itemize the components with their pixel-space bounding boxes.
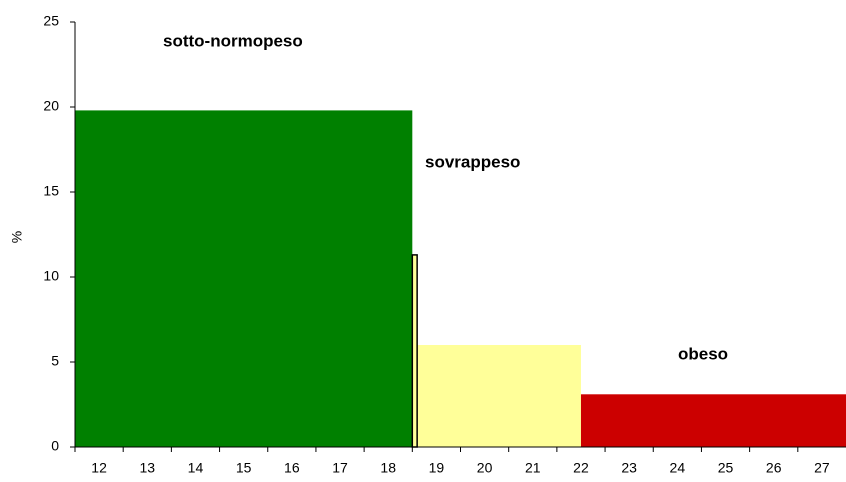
y-tick-label: 10: [43, 268, 59, 284]
x-tick-label: 27: [814, 460, 830, 476]
x-tick-label: 26: [766, 460, 782, 476]
x-tick-label: 20: [477, 460, 493, 476]
x-tick-label: 16: [284, 460, 300, 476]
x-tick-label: 18: [380, 460, 396, 476]
x-tick-label: 13: [139, 460, 155, 476]
y-tick-label: 25: [43, 13, 59, 29]
y-tick-label: 5: [51, 353, 59, 369]
x-tick-label: 19: [429, 460, 445, 476]
x-tick-label: 24: [670, 460, 686, 476]
x-tick-label: 23: [621, 460, 637, 476]
x-tick-label: 12: [91, 460, 107, 476]
x-tick-label: 17: [332, 460, 348, 476]
bar: [411, 254, 418, 448]
x-tick-label: 14: [188, 460, 204, 476]
x-tick-label: 25: [718, 460, 734, 476]
bar: [75, 110, 413, 448]
y-tick-label: 0: [51, 438, 59, 454]
x-tick-label: 15: [236, 460, 252, 476]
y-tick-label: 20: [43, 98, 59, 114]
x-tick-label: 22: [573, 460, 589, 476]
bar: [412, 345, 581, 447]
bar: [580, 394, 846, 447]
annotation: sovrappeso: [425, 152, 520, 171]
y-tick-label: 15: [43, 183, 59, 199]
x-tick-label: 21: [525, 460, 541, 476]
annotation: obeso: [678, 344, 728, 363]
y-axis-label: %: [9, 231, 25, 243]
annotation: sotto-normopeso: [163, 31, 303, 50]
